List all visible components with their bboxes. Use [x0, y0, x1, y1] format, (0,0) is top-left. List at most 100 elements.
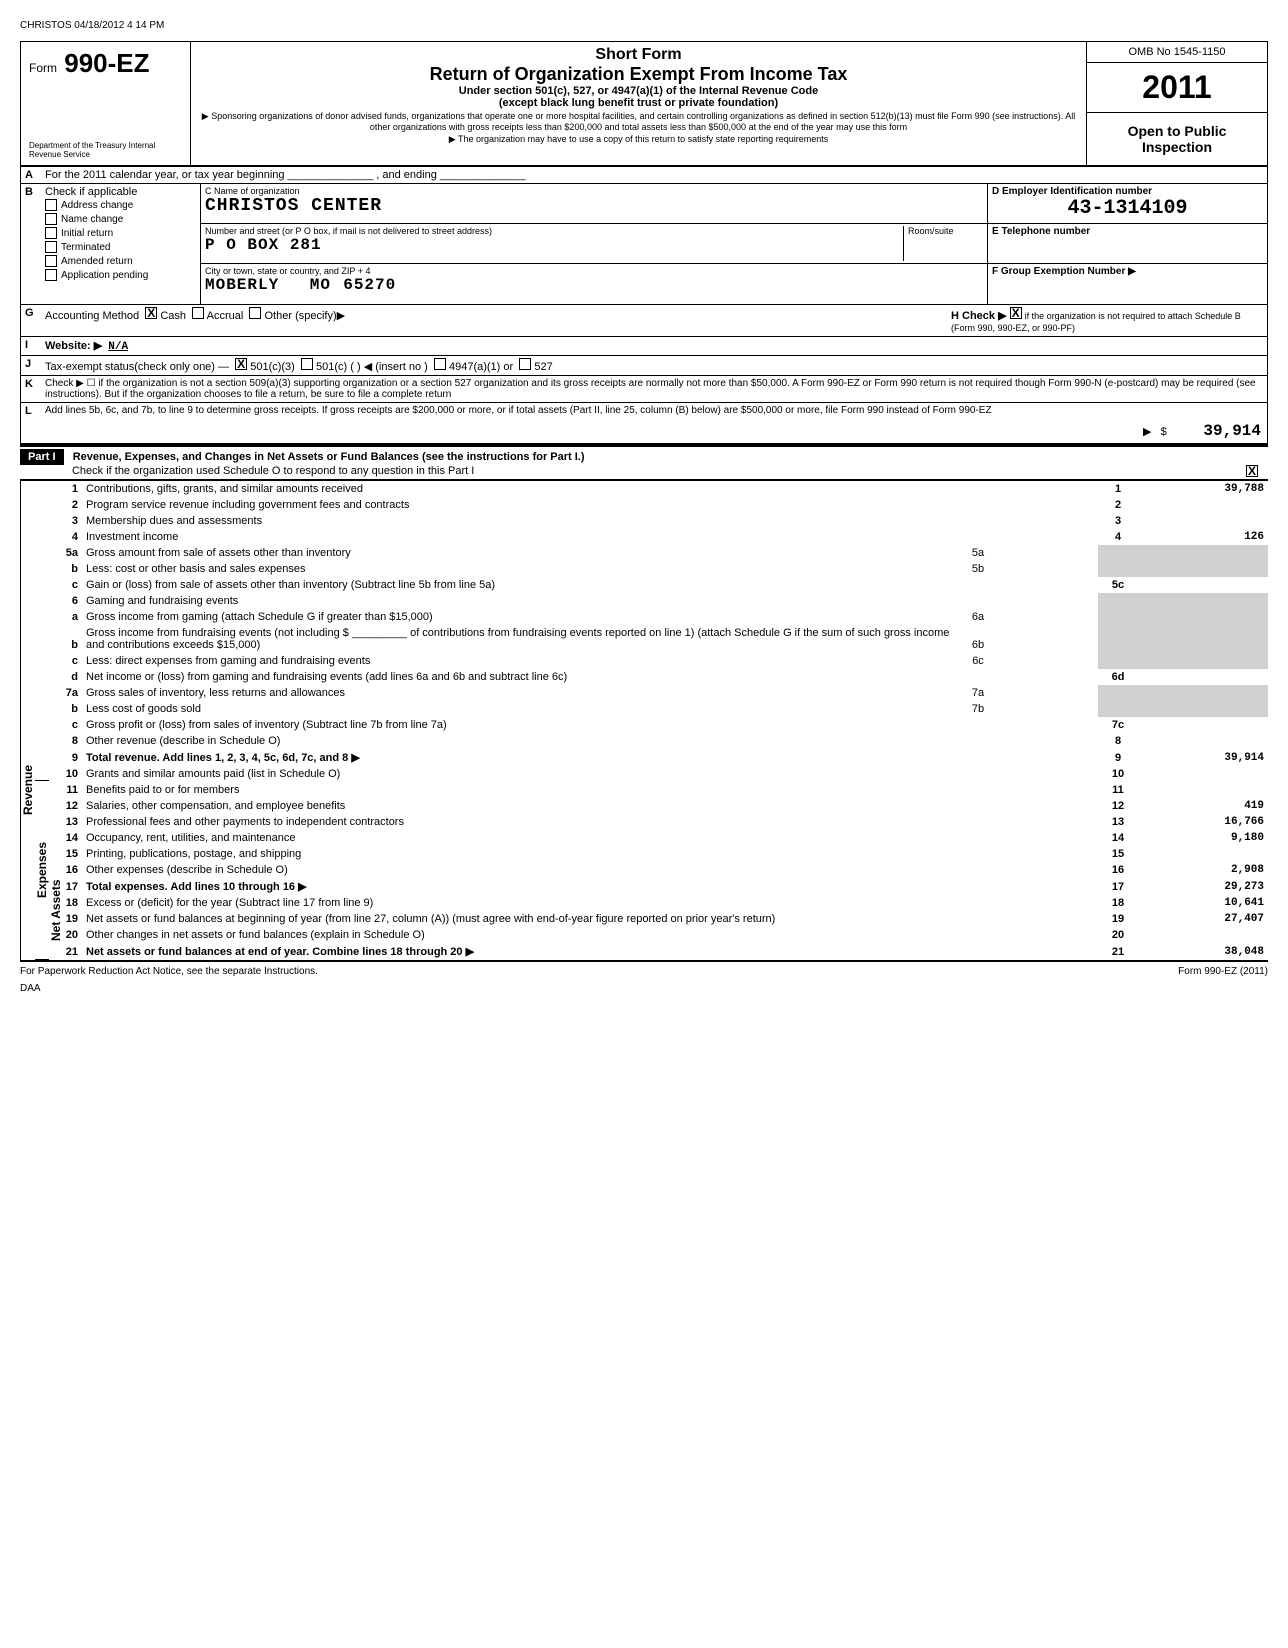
cb-501c3[interactable] [235, 358, 247, 370]
line-text: Grants and similar amounts paid (list in… [82, 766, 1098, 782]
amount-value [1138, 497, 1268, 513]
line-text: Less: cost or other basis and sales expe… [82, 561, 958, 577]
line-row: 1Contributions, gifts, grants, and simil… [42, 481, 1268, 497]
box-number: 10 [1098, 766, 1138, 782]
revenue-section-label: Revenue [21, 620, 35, 960]
sub-line-number: 6b [958, 625, 998, 653]
subtitle-2: (except black lung benefit trust or priv… [201, 97, 1076, 109]
box-shaded [1098, 685, 1138, 701]
line-text: Benefits paid to or for members [82, 782, 1098, 798]
line-number: 6 [42, 593, 82, 609]
cb-schedule-b[interactable] [1010, 307, 1022, 319]
cb-other[interactable] [249, 307, 261, 319]
room-suite-label: Room/suite [903, 226, 983, 261]
amount-value: 126 [1138, 529, 1268, 545]
sub-line-number: 5b [958, 561, 998, 577]
amount-value [1138, 669, 1268, 685]
amount-shaded [1138, 561, 1268, 577]
line-row: 6Gaming and fundraising events [42, 593, 1268, 609]
sub-line-number: 5a [958, 545, 998, 561]
amount-value: 38,048 [1138, 943, 1268, 960]
line-text: Net assets or fund balances at beginning… [82, 911, 1098, 927]
box-shaded [1098, 625, 1138, 653]
form-number: 990-EZ [64, 48, 149, 78]
line-row: 2Program service revenue including gover… [42, 497, 1268, 513]
box-number: 7c [1098, 717, 1138, 733]
amount-value [1138, 717, 1268, 733]
line-row: 14Occupancy, rent, utilities, and mainte… [42, 830, 1268, 846]
line-number: 5a [42, 545, 82, 561]
amount-shaded [1138, 653, 1268, 669]
line-row: 20Other changes in net assets or fund ba… [42, 927, 1268, 943]
cb-501c[interactable] [301, 358, 313, 370]
amount-value [1138, 782, 1268, 798]
organization-name: CHRISTOS CENTER [205, 196, 983, 216]
cb-527[interactable] [519, 358, 531, 370]
sub-amount [998, 685, 1098, 701]
box-number: 2 [1098, 497, 1138, 513]
line-number: 2 [42, 497, 82, 513]
line-number: a [42, 609, 82, 625]
cb-schedule-o[interactable] [1246, 465, 1258, 477]
line-text: Excess or (deficit) for the year (Subtra… [82, 895, 1098, 911]
line-number: b [42, 561, 82, 577]
line-text: Gaming and fundraising events [82, 593, 1098, 609]
line-number: c [42, 653, 82, 669]
footer-daa: DAA [20, 983, 1268, 994]
cb-amended[interactable] [45, 255, 57, 267]
line-row: 17Total expenses. Add lines 10 through 1… [42, 878, 1268, 895]
amount-value: 419 [1138, 798, 1268, 814]
department-label: Department of the Treasury Internal Reve… [29, 141, 182, 159]
amount-value [1138, 513, 1268, 529]
sub-amount [998, 545, 1098, 561]
header-note-1: ▶ Sponsoring organizations of donor advi… [201, 111, 1076, 132]
line-text: Gross profit or (loss) from sales of inv… [82, 717, 1098, 733]
amount-value: 39,914 [1138, 749, 1268, 766]
sub-line-number: 7b [958, 701, 998, 717]
cb-4947a1[interactable] [434, 358, 446, 370]
amount-value: 2,908 [1138, 862, 1268, 878]
line-row: 5aGross amount from sale of assets other… [42, 545, 1268, 561]
cb-cash[interactable] [145, 307, 157, 319]
box-number: 15 [1098, 846, 1138, 862]
line-row: 16Other expenses (describe in Schedule O… [42, 862, 1268, 878]
line-row: cGross profit or (loss) from sales of in… [42, 717, 1268, 733]
line-number: 9 [42, 749, 82, 766]
sub-amount [998, 609, 1098, 625]
tax-year: 2011 [1087, 63, 1267, 113]
line-row: aGross income from gaming (attach Schedu… [42, 609, 1268, 625]
tax-exempt-label: Tax-exempt status(check only one) — [45, 361, 229, 373]
cb-terminated[interactable] [45, 241, 57, 253]
line-row: bLess: cost or other basis and sales exp… [42, 561, 1268, 577]
line-number: b [42, 701, 82, 717]
line-text: Contributions, gifts, grants, and simila… [82, 481, 1098, 497]
line-text: Salaries, other compensation, and employ… [82, 798, 1098, 814]
cb-accrual[interactable] [192, 307, 204, 319]
line-text: Gross amount from sale of assets other t… [82, 545, 958, 561]
line-number: 7a [42, 685, 82, 701]
cb-application-pending[interactable] [45, 269, 57, 281]
amount-value: 9,180 [1138, 830, 1268, 846]
website-label: Website: ▶ [45, 340, 102, 352]
cb-initial-return[interactable] [45, 227, 57, 239]
form-prefix: Form [29, 61, 57, 75]
sub-amount [998, 561, 1098, 577]
line-number: 4 [42, 529, 82, 545]
line-number: c [42, 717, 82, 733]
footer-left: For Paperwork Reduction Act Notice, see … [20, 966, 318, 977]
page-timestamp: CHRISTOS 04/18/2012 4 14 PM [20, 20, 1268, 31]
line-text: Total revenue. Add lines 1, 2, 3, 4, 5c,… [82, 749, 1098, 766]
line-text: Net assets or fund balances at end of ye… [82, 943, 1098, 960]
line-text: Printing, publications, postage, and shi… [82, 846, 1098, 862]
sub-line-number: 7a [958, 685, 998, 701]
line-text: Less cost of goods sold [82, 701, 958, 717]
amount-value [1138, 927, 1268, 943]
expenses-section-label: Expenses [35, 780, 49, 960]
cb-name-change[interactable] [45, 213, 57, 225]
line-row: bGross income from fundraising events (n… [42, 625, 1268, 653]
sub-amount [998, 625, 1098, 653]
amount-value [1138, 766, 1268, 782]
line-text: Less: direct expenses from gaming and fu… [82, 653, 958, 669]
cb-address-change[interactable] [45, 199, 57, 211]
box-number: 19 [1098, 911, 1138, 927]
